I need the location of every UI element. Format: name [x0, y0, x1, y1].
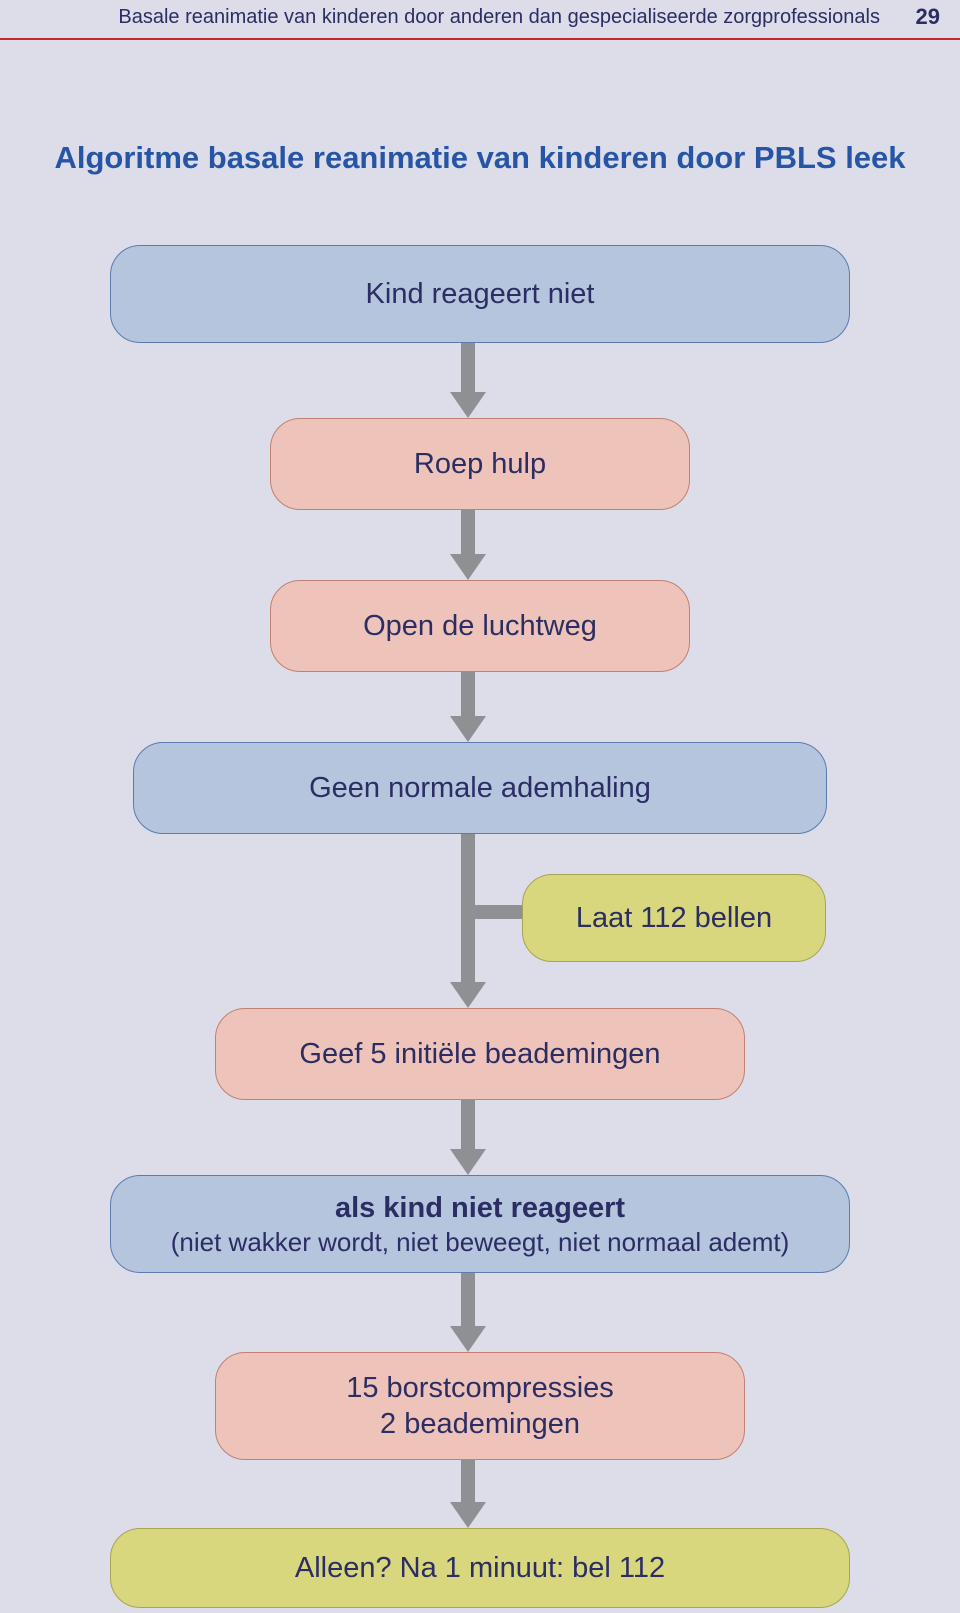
flow-node-n2: Roep hulp: [270, 418, 690, 510]
flow-arrow: [456, 510, 480, 580]
node-label: Laat 112 bellen: [576, 900, 772, 936]
flow-node-n9: Alleen? Na 1 minuut: bel 112: [110, 1528, 850, 1608]
flow-node-n8: 15 borstcompressies2 beademingen: [215, 1352, 745, 1460]
flow-node-n6: Geef 5 initiële beademingen: [215, 1008, 745, 1100]
flow-node-n4: Geen normale ademhaling: [133, 742, 827, 834]
flow-node-n5: Laat 112 bellen: [522, 874, 826, 962]
node-label: 15 borstcompressies: [346, 1370, 614, 1406]
running-header: Basale reanimatie van kinderen door ande…: [118, 6, 880, 29]
diagram-title: Algoritme basale reanimatie van kinderen…: [0, 140, 960, 176]
node-label: Geef 5 initiële beademingen: [299, 1036, 660, 1072]
flow-arrow: [456, 343, 480, 418]
flow-branch-connector: [475, 905, 522, 919]
flow-node-n3: Open de luchtweg: [270, 580, 690, 672]
header-rule: [0, 38, 960, 40]
node-label: Alleen? Na 1 minuut: bel 112: [295, 1550, 665, 1586]
node-label: Open de luchtweg: [363, 608, 597, 644]
node-label: als kind niet reageert: [335, 1190, 625, 1226]
node-sublabel: (niet wakker wordt, niet beweegt, niet n…: [171, 1226, 790, 1259]
flow-arrow: [456, 1460, 480, 1528]
flow-arrow: [456, 672, 480, 742]
node-label: Kind reageert niet: [366, 276, 595, 312]
flow-node-n7: als kind niet reageert(niet wakker wordt…: [110, 1175, 850, 1273]
page-number: 29: [916, 4, 940, 30]
node-sublabel: 2 beademingen: [380, 1406, 580, 1442]
flow-arrow: [456, 1273, 480, 1352]
node-label: Geen normale ademhaling: [309, 770, 651, 806]
flow-arrow: [456, 834, 480, 1008]
flow-node-n1: Kind reageert niet: [110, 245, 850, 343]
node-label: Roep hulp: [414, 446, 546, 482]
flow-arrow: [456, 1100, 480, 1175]
